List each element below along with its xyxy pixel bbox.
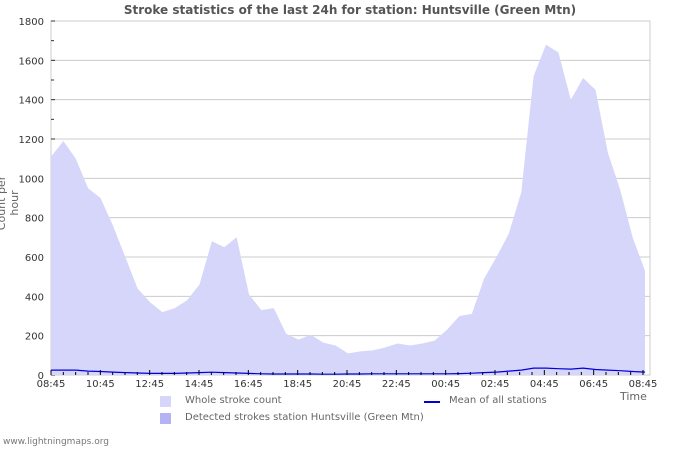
svg-text:1800: 1800	[19, 17, 44, 28]
legend-label: Whole stroke count	[185, 395, 282, 406]
svg-text:20:45: 20:45	[333, 379, 362, 390]
svg-text:12:45: 12:45	[135, 379, 164, 390]
svg-text:1200: 1200	[19, 135, 44, 146]
svg-text:02:45: 02:45	[481, 379, 510, 390]
svg-text:00:45: 00:45	[431, 379, 460, 390]
svg-text:04:45: 04:45	[530, 379, 559, 390]
svg-text:400: 400	[25, 292, 44, 303]
svg-text:10:45: 10:45	[86, 379, 115, 390]
svg-text:1400: 1400	[19, 96, 44, 107]
legend-label: Mean of all stations	[449, 395, 547, 406]
svg-text:800: 800	[25, 214, 44, 225]
svg-text:06:45: 06:45	[579, 379, 608, 390]
svg-text:600: 600	[25, 253, 44, 264]
legend-line-icon	[424, 401, 440, 403]
svg-text:22:45: 22:45	[382, 379, 411, 390]
svg-text:200: 200	[25, 332, 44, 343]
svg-text:0: 0	[38, 371, 44, 382]
svg-text:14:45: 14:45	[185, 379, 214, 390]
legend-swatch-icon	[160, 413, 171, 424]
chart-title: Stroke statistics of the last 24h for st…	[123, 3, 577, 17]
legend-label: Detected strokes station Huntsville (Gre…	[185, 412, 424, 423]
svg-text:1000: 1000	[19, 174, 44, 185]
legend-swatch-icon	[160, 396, 171, 407]
x-axis-label: Time	[620, 390, 647, 403]
svg-text:08:45: 08:45	[37, 379, 66, 390]
svg-text:1600: 1600	[19, 56, 44, 67]
svg-text:18:45: 18:45	[283, 379, 312, 390]
svg-text:08:45: 08:45	[629, 379, 658, 390]
svg-text:16:45: 16:45	[234, 379, 263, 390]
footer-source-link[interactable]: www.lightningmaps.org	[3, 437, 109, 447]
